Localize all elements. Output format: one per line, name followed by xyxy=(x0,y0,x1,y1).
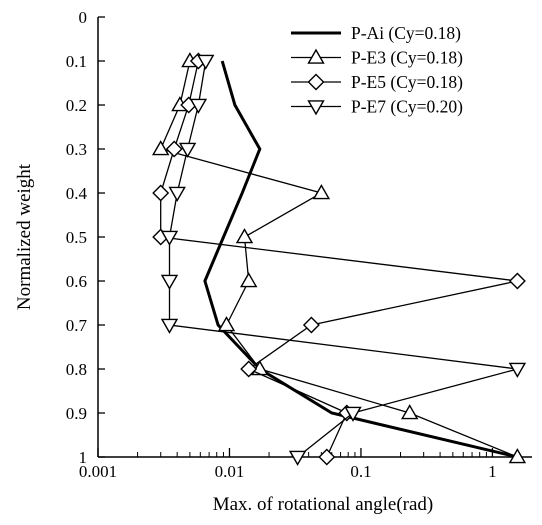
y-axis-title: Normalized weight xyxy=(14,163,35,310)
legend-entry: P-Ai (Cy=0.18) xyxy=(291,23,461,43)
y-tick-label: 0.4 xyxy=(66,184,88,203)
legend-label: P-E3 (Cy=0.18) xyxy=(351,48,463,68)
x-tick-label: 0.001 xyxy=(79,462,117,481)
series-1 xyxy=(205,61,518,457)
data-point xyxy=(237,230,252,243)
series-3 xyxy=(153,54,525,465)
legend-label: P-Ai (Cy=0.18) xyxy=(351,23,461,43)
x-tick-label: 1 xyxy=(488,462,497,481)
data-point xyxy=(153,186,168,201)
legend-entry: P-E7 (Cy=0.20) xyxy=(291,97,463,117)
legend-label: P-E7 (Cy=0.20) xyxy=(351,97,463,117)
data-point xyxy=(510,274,525,289)
legend-marker xyxy=(309,75,324,90)
y-tick-label: 0.8 xyxy=(66,360,87,379)
y-tick-label: 0.3 xyxy=(66,140,87,159)
y-tick-label: 0.1 xyxy=(66,52,87,71)
legend-marker xyxy=(309,50,324,63)
data-point xyxy=(162,275,177,288)
legend-entry: P-E5 (Cy=0.18) xyxy=(291,72,463,92)
y-tick-label: 0.7 xyxy=(66,316,88,335)
data-point xyxy=(304,318,319,333)
y-tick-label: 0.2 xyxy=(66,96,87,115)
series-2 xyxy=(153,54,525,463)
series-line xyxy=(205,61,518,457)
y-tick-label: 0 xyxy=(79,8,88,27)
x-tick-label: 0.01 xyxy=(215,462,245,481)
series-layer xyxy=(153,54,525,465)
x-tick-label: 0.1 xyxy=(350,462,371,481)
legend: P-Ai (Cy=0.18) P-E3 (Cy=0.18) P-E5 (Cy=0.1… xyxy=(291,23,463,117)
legend-marker xyxy=(309,101,324,114)
y-tick-label: 0.6 xyxy=(66,272,87,291)
data-point xyxy=(170,187,185,200)
data-point xyxy=(219,318,234,331)
legend-entry: P-E3 (Cy=0.18) xyxy=(291,48,463,68)
y-tick-label: 0.9 xyxy=(66,404,87,423)
x-axis-title: Max. of rotational angle(rad) xyxy=(213,494,434,515)
data-point xyxy=(290,451,305,464)
y-tick-label: 0.5 xyxy=(66,228,87,247)
data-point xyxy=(153,142,168,155)
legend-label: P-E5 (Cy=0.18) xyxy=(351,72,463,92)
data-point xyxy=(319,450,334,465)
data-point xyxy=(241,274,256,287)
